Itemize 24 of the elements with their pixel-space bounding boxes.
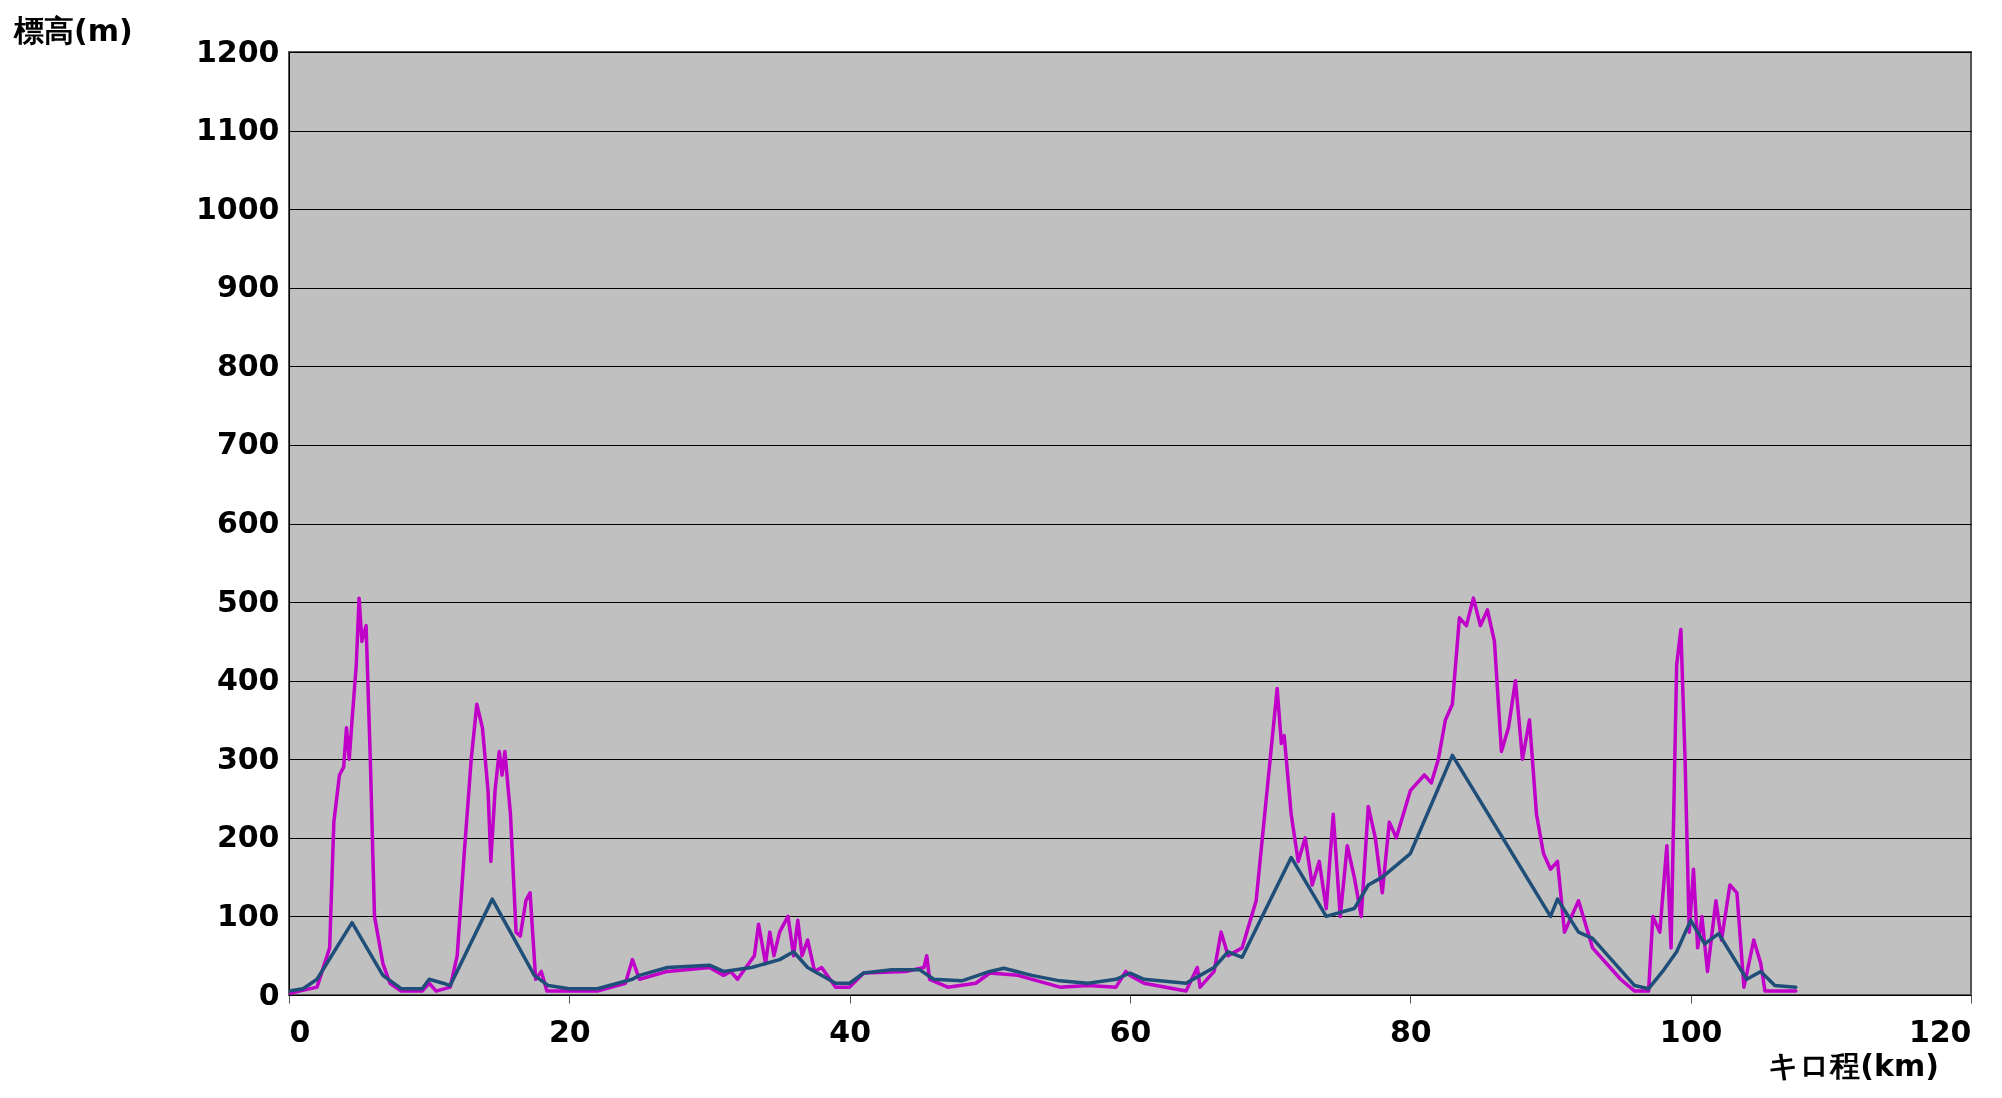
line-series [289,753,1798,993]
y-tick-label: 200 [216,819,280,855]
y-tick-label: 1100 [196,112,280,148]
x-tick-label: 60 [1109,1013,1152,1049]
y-tick-label: 1000 [196,190,280,226]
x-tick-label: 100 [1659,1013,1723,1049]
y-tick-label: 500 [216,583,280,619]
x-tick-label: 40 [829,1013,872,1049]
y-tick-label: 900 [216,269,280,305]
x-tick-label: 80 [1389,1013,1432,1049]
y-tick-label: 100 [216,897,280,933]
y-tick-label: 700 [216,426,280,462]
y-tick-label: 1200 [196,33,280,69]
x-tick-label: 120 [1908,1013,1972,1049]
x-tick-label: 20 [548,1013,591,1049]
y-tick-label: 400 [216,662,280,698]
y-tick-label: 600 [216,505,280,540]
y-tick-label: 800 [216,347,280,383]
y-axis-title: 標高(m) [13,13,133,48]
x-axis-title: キロ程(km) [1768,1048,1939,1083]
y-tick-label: 300 [216,740,280,776]
x-tick-label: 0 [289,1013,311,1049]
line-series [289,596,1798,995]
y-tick-label: 0 [258,976,280,1012]
